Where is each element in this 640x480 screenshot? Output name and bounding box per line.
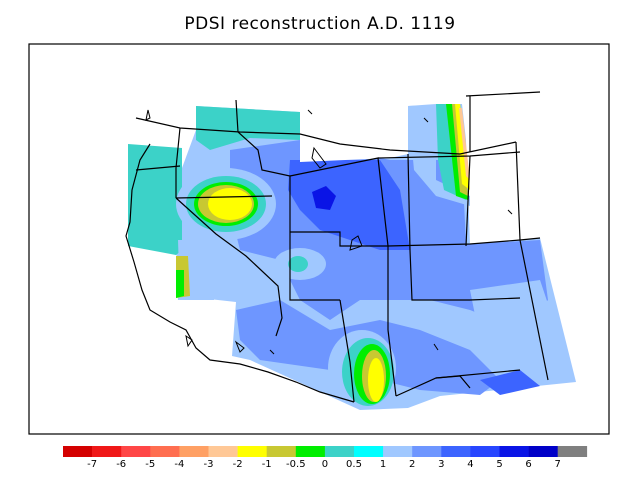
colorbar-swatch	[208, 446, 238, 457]
colorbar-swatch	[179, 446, 209, 457]
colorbar-swatch	[557, 446, 588, 457]
pdsi-field	[128, 104, 576, 410]
colorbar-swatch	[528, 446, 558, 457]
colorbar-tick-label: 0.5	[346, 459, 362, 470]
field-ne-orange	[459, 108, 470, 180]
colorbar-swatch	[441, 446, 471, 457]
field-teal-west	[128, 144, 182, 255]
water-features	[145, 109, 513, 355]
colorbar-tick-label: 7	[554, 459, 561, 470]
colorbar-swatch	[295, 446, 326, 457]
field-blue-east	[480, 370, 540, 395]
colorbar-tick-label: 1	[379, 459, 387, 470]
field-blue-core	[312, 186, 336, 210]
colorbar-swatch	[63, 446, 93, 457]
colorbar-tick-label: 3	[438, 459, 445, 470]
colorbar-swatch	[499, 446, 529, 457]
colorbar-swatch	[354, 446, 384, 457]
colorbar-swatch	[470, 446, 500, 457]
field-teal-north	[196, 106, 300, 150]
field-utah-teal	[288, 256, 308, 272]
colorbar-tick-label: -5	[145, 459, 156, 470]
colorbar-swatch	[383, 446, 413, 457]
colorbar	[63, 446, 588, 457]
colorbar-swatch	[92, 446, 122, 457]
colorbar-swatch	[121, 446, 151, 457]
colorbar-tick-label: -0.5	[286, 459, 306, 470]
colorbar-tick-label: 6	[525, 459, 532, 470]
field-ne-lightblue	[408, 104, 470, 206]
colorbar-tick-label: -3	[203, 459, 214, 470]
colorbar-swatch	[237, 446, 267, 457]
colorbar-tick-label: -6	[116, 459, 127, 470]
colorbar-tick-label: -7	[87, 459, 98, 470]
colorbar-swatch	[412, 446, 442, 457]
state-boundaries	[125, 91, 549, 403]
colorbar-swatch	[150, 446, 180, 457]
field-light-se	[470, 280, 570, 380]
field-gap	[300, 112, 392, 162]
colorbar-swatch	[266, 446, 297, 457]
colorbar-tick-label: -2	[232, 459, 243, 470]
colorbar-tick-label: 4	[467, 459, 474, 470]
field-calif-green	[176, 270, 184, 298]
map-title: PDSI reconstruction A.D. 1119	[184, 14, 456, 34]
colorbar-tick-label: 5	[496, 459, 503, 470]
colorbar-tick-label: 0	[321, 459, 329, 470]
colorbar-tick-label: 2	[409, 459, 416, 470]
colorbar-tick-label: -1	[261, 459, 272, 470]
colorbar-swatch	[324, 446, 355, 457]
field-blue-dark	[288, 160, 410, 250]
field-yellow-oregon	[208, 188, 252, 220]
colorbar-tick-label: -4	[174, 459, 185, 470]
field-az-yellow	[368, 358, 384, 402]
